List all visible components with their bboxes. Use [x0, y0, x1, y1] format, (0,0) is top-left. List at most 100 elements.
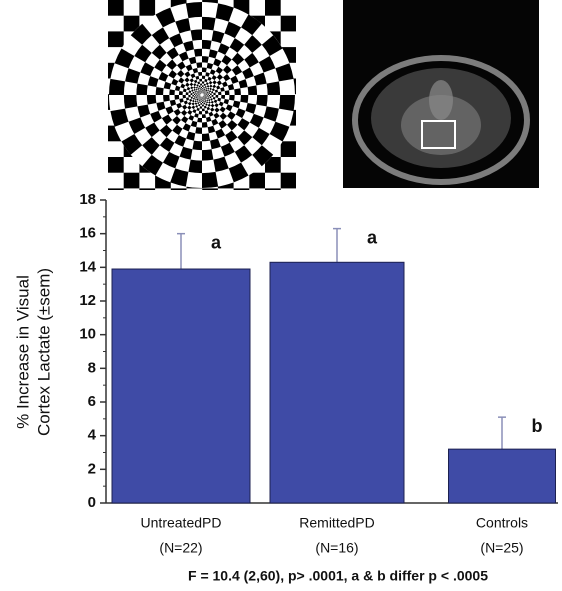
checker-cell	[202, 17, 216, 31]
checker-cell	[198, 94, 199, 95]
checker-cell	[186, 2, 202, 18]
checker-cell	[205, 94, 206, 95]
checker-cell	[202, 40, 212, 50]
bar	[449, 449, 556, 503]
y-tick-label: 18	[79, 191, 96, 208]
checker-cell	[234, 88, 241, 95]
checker-square	[296, 31, 312, 47]
checker-cell	[202, 98, 203, 99]
checker-cell	[163, 95, 170, 102]
checker-cell	[186, 92, 189, 95]
checker-cell	[200, 84, 202, 86]
checker-cell	[109, 79, 125, 95]
checker-cell	[136, 84, 147, 95]
checker-cell	[188, 160, 202, 174]
checker-cell	[202, 102, 203, 103]
checker-square	[249, 173, 265, 189]
checker-cell	[195, 127, 202, 134]
checker-cell	[202, 76, 205, 79]
checker-square	[171, 188, 187, 204]
checker-cell	[198, 72, 202, 76]
checker-cell	[194, 49, 202, 57]
checker-square	[296, 0, 312, 16]
y-tick-label: 16	[79, 225, 96, 242]
checker-square	[265, 0, 281, 16]
checker-cell	[202, 85, 204, 87]
checker-cell	[191, 29, 202, 40]
y-tick-label: 0	[88, 494, 96, 511]
checker-cell	[221, 95, 225, 99]
checker-cell	[201, 99, 202, 100]
checker-cell	[169, 89, 175, 95]
checker-square	[265, 188, 281, 204]
bar	[270, 262, 404, 503]
checker-cell	[199, 111, 202, 114]
x-tick-label: RemittedPD	[299, 515, 374, 531]
footnote: F = 10.4 (2,60), p> .0001, a & b differ …	[188, 568, 488, 584]
checker-square	[108, 157, 124, 173]
y-tick-label: 10	[79, 326, 96, 343]
checker-square	[108, 0, 124, 16]
checker-cell	[192, 95, 194, 97]
checkerboard-stimulus	[108, 0, 312, 204]
checker-cell	[207, 95, 208, 96]
checker-cell	[191, 93, 193, 95]
checker-cell	[200, 103, 202, 105]
checker-cell	[196, 94, 197, 95]
checker-square	[202, 188, 218, 204]
checker-square	[281, 173, 297, 189]
checker-cell	[206, 94, 207, 95]
checker-cell	[215, 95, 218, 98]
checker-square	[108, 188, 124, 204]
checker-cell	[202, 90, 203, 91]
y-axis-label: Cortex Lactate (±sem)	[34, 268, 53, 436]
checker-cell	[213, 93, 215, 95]
checker-cell	[202, 92, 203, 93]
checker-cell	[202, 88, 203, 89]
checker-square	[296, 188, 312, 204]
checker-cell	[199, 95, 200, 96]
y-axis-label: % Increase in Visual	[13, 275, 32, 429]
checker-cell	[248, 85, 258, 95]
checker-cell	[188, 95, 190, 97]
checker-cell	[202, 100, 203, 101]
checker-square	[108, 31, 124, 47]
x-tick-note: (N=22)	[159, 540, 202, 556]
bar	[112, 269, 250, 503]
checker-square	[124, 173, 140, 189]
checker-cell	[194, 94, 195, 95]
checker-cell	[175, 95, 180, 100]
checker-cell	[267, 81, 281, 95]
checker-cell	[197, 95, 198, 96]
checker-cell	[202, 81, 204, 83]
checker-cell	[211, 95, 213, 97]
checker-cell	[202, 114, 206, 118]
x-tick-label: Controls	[476, 515, 528, 531]
checker-cell	[202, 68, 207, 73]
y-tick-label: 8	[88, 359, 96, 376]
checker-cell	[208, 94, 209, 95]
checker-square	[234, 188, 250, 204]
y-tick-label: 4	[88, 427, 97, 444]
checker-cell	[202, 133, 210, 141]
checker-cell	[200, 106, 202, 108]
checker-cell	[240, 95, 248, 103]
checker-cell	[201, 98, 202, 99]
checker-cell	[179, 91, 183, 95]
checker-cell	[279, 95, 295, 111]
checker-cell	[209, 95, 210, 96]
checker-cell	[202, 172, 218, 188]
checker-square	[281, 141, 297, 157]
checker-cell	[202, 104, 204, 106]
checker-cell	[195, 95, 196, 96]
checker-cell	[196, 62, 202, 68]
checker-cell	[199, 79, 202, 82]
checker-cell	[201, 91, 202, 92]
x-tick-note: (N=16)	[315, 540, 358, 556]
checker-cell	[197, 118, 202, 123]
checker-cell	[156, 87, 164, 95]
checker-cell	[183, 95, 186, 98]
checker-square	[139, 0, 155, 16]
checker-cell	[202, 108, 205, 111]
checker-cell	[256, 95, 267, 106]
